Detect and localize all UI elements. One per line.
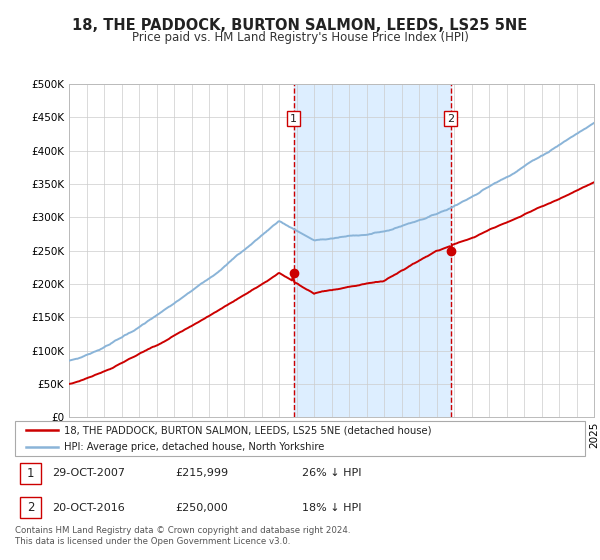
Bar: [293, 84, 451, 417]
Text: 2: 2: [27, 501, 34, 514]
Text: £250,000: £250,000: [175, 503, 228, 513]
FancyBboxPatch shape: [20, 463, 41, 484]
Text: 18% ↓ HPI: 18% ↓ HPI: [302, 503, 361, 513]
Text: 18, THE PADDOCK, BURTON SALMON, LEEDS, LS25 5NE: 18, THE PADDOCK, BURTON SALMON, LEEDS, L…: [73, 18, 527, 34]
Text: 20-OCT-2016: 20-OCT-2016: [52, 503, 125, 513]
Text: HPI: Average price, detached house, North Yorkshire: HPI: Average price, detached house, Nort…: [64, 442, 324, 451]
Text: 1: 1: [290, 114, 297, 124]
Text: 1: 1: [27, 467, 34, 480]
Text: 29-OCT-2007: 29-OCT-2007: [52, 468, 125, 478]
Text: 18, THE PADDOCK, BURTON SALMON, LEEDS, LS25 5NE (detached house): 18, THE PADDOCK, BURTON SALMON, LEEDS, L…: [64, 425, 431, 435]
Text: Contains HM Land Registry data © Crown copyright and database right 2024.
This d: Contains HM Land Registry data © Crown c…: [15, 526, 350, 546]
Text: Price paid vs. HM Land Registry's House Price Index (HPI): Price paid vs. HM Land Registry's House …: [131, 31, 469, 44]
FancyBboxPatch shape: [20, 497, 41, 519]
FancyBboxPatch shape: [15, 421, 585, 456]
Text: 26% ↓ HPI: 26% ↓ HPI: [302, 468, 361, 478]
Text: 2: 2: [447, 114, 454, 124]
Text: £215,999: £215,999: [175, 468, 229, 478]
